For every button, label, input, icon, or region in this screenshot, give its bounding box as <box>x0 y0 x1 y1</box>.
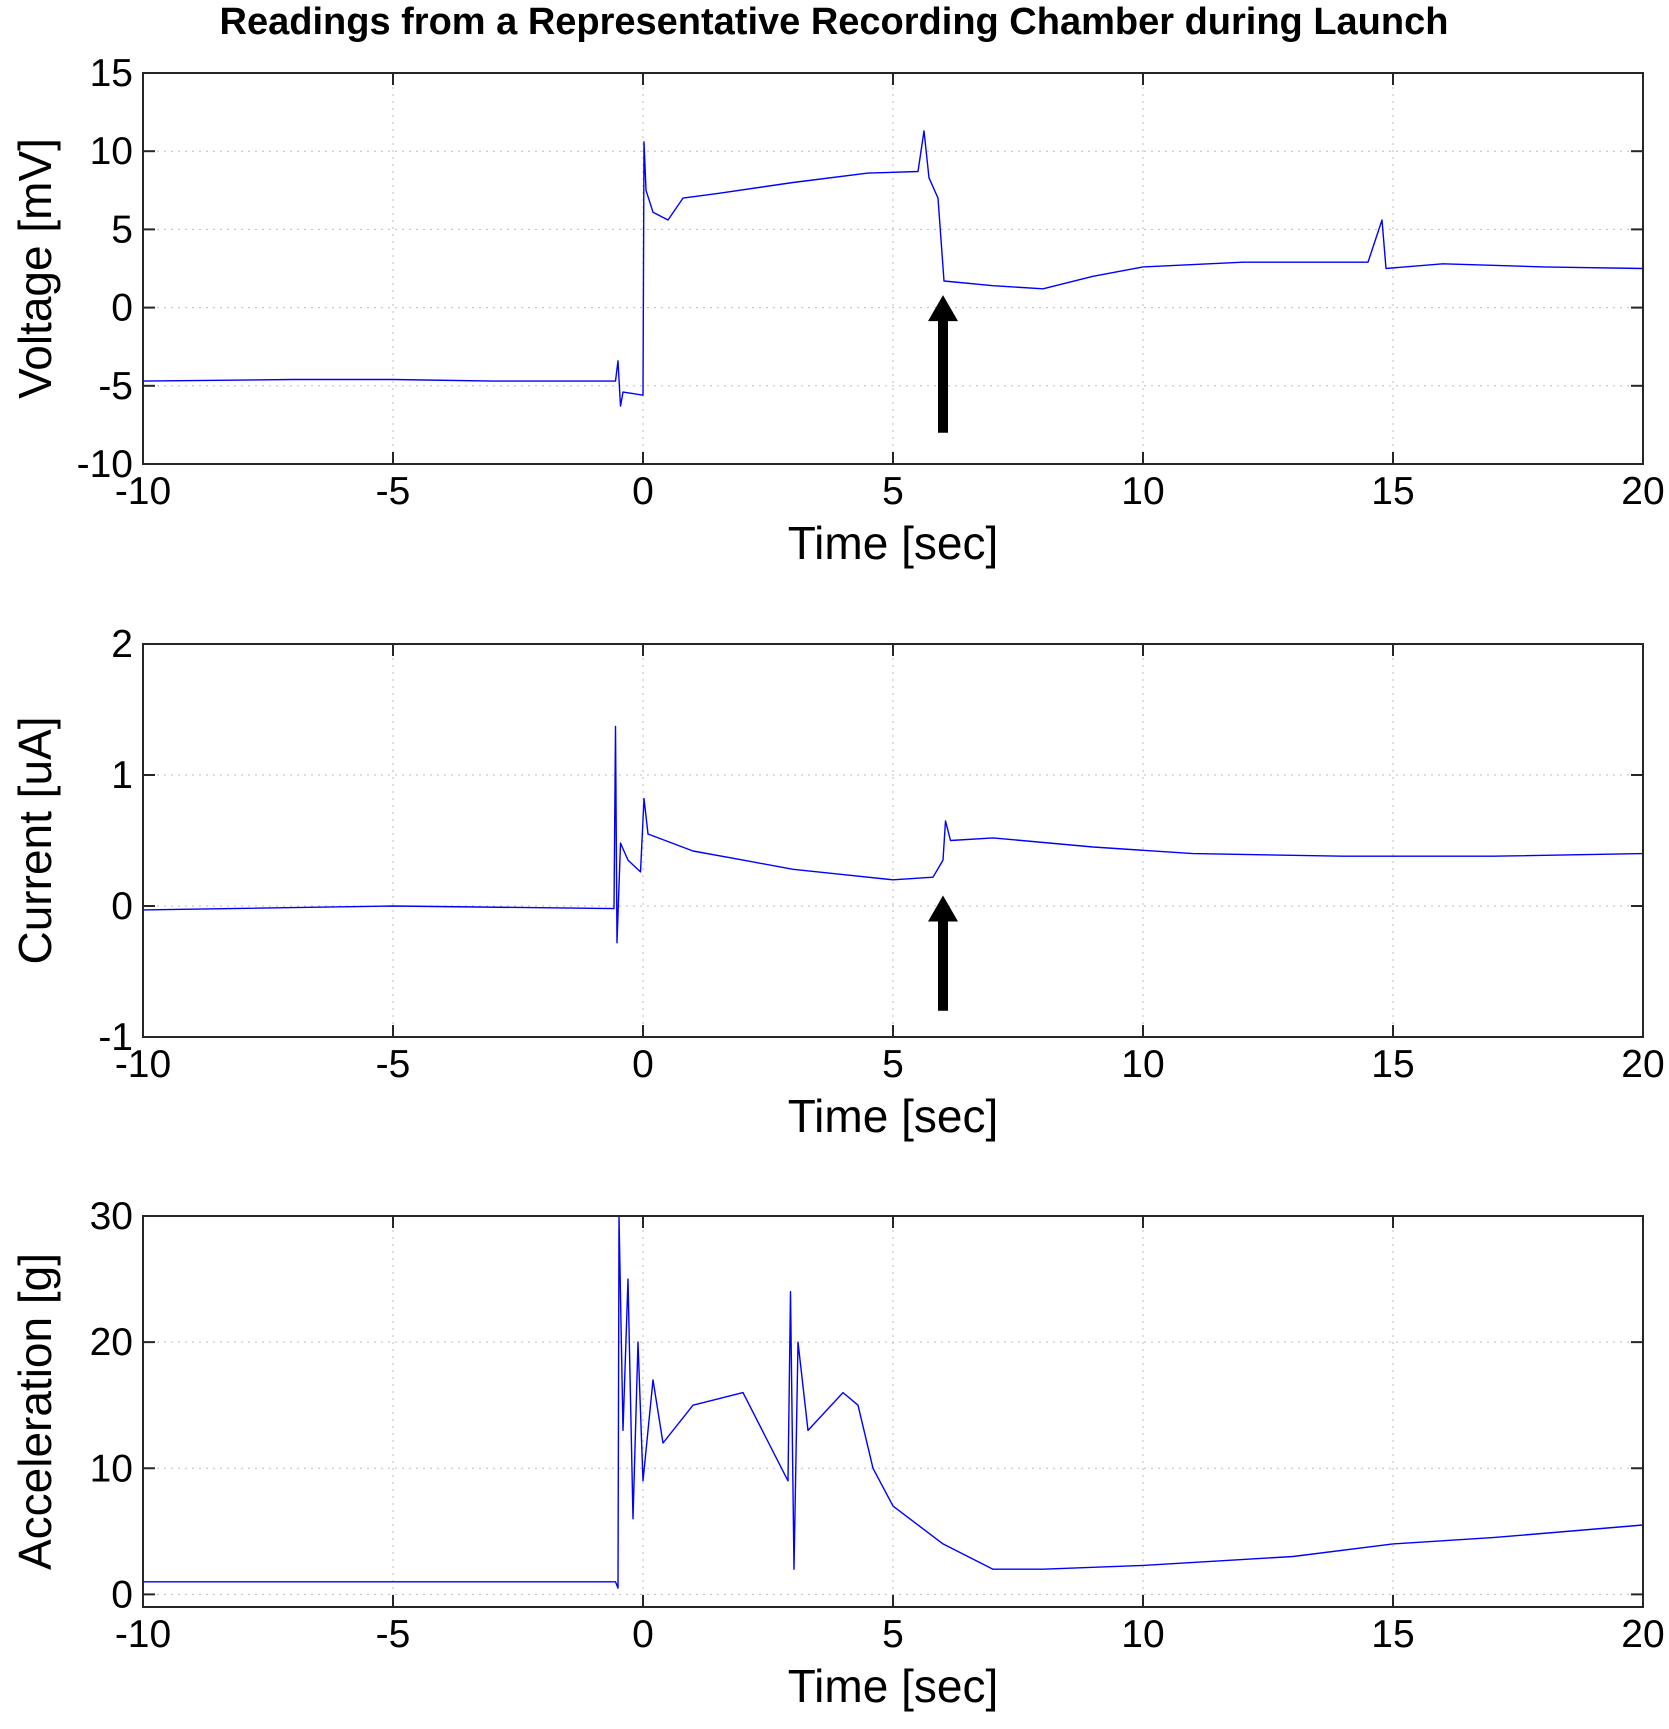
y-tick-label: -10 <box>77 443 133 486</box>
y-tick-label: 0 <box>111 1573 133 1616</box>
y-tick-label: -1 <box>98 1016 133 1059</box>
x-tick-label: 20 <box>1621 470 1664 513</box>
y-tick-label: 30 <box>90 1195 133 1238</box>
y-tick-label: 5 <box>111 208 133 251</box>
x-tick-label: 15 <box>1371 1043 1414 1086</box>
x-tick-label: -5 <box>376 1043 411 1086</box>
y-tick-label: 10 <box>90 1447 133 1490</box>
y-axis-label: Current [uA] <box>9 717 61 965</box>
x-axis-label: Time [sec] <box>788 1660 998 1712</box>
arrow-head <box>928 895 958 922</box>
y-tick-label: 2 <box>111 623 133 666</box>
y-tick-label: 0 <box>111 885 133 928</box>
x-tick-label: 10 <box>1121 1043 1164 1086</box>
x-tick-label: 20 <box>1621 1043 1664 1086</box>
x-axis-label: Time [sec] <box>788 517 998 569</box>
x-axis-label: Time [sec] <box>788 1090 998 1142</box>
figure-title: Readings from a Representative Recording… <box>220 1 1449 43</box>
acceleration-panel: -10 -5 0 5 10 15 20 0 10 20 30 Time [sec] Accelerati… <box>9 1195 1665 1712</box>
x-tick-label: 10 <box>1121 1613 1164 1656</box>
plot-frame <box>142 72 1644 465</box>
x-tick-label: 5 <box>882 1613 904 1656</box>
y-tick-label: 15 <box>90 52 133 95</box>
x-tick-label: -5 <box>376 470 411 513</box>
y-axis-label: Acceleration [g] <box>9 1253 61 1570</box>
plot-frame <box>142 1215 1644 1608</box>
x-tick-label: 0 <box>632 470 654 513</box>
y-tick-label: 1 <box>111 754 133 797</box>
x-tick-label: 5 <box>882 470 904 513</box>
y-tick-label: 10 <box>90 130 133 173</box>
x-tick-label: -10 <box>115 470 171 513</box>
voltage-series-line <box>142 130 1644 407</box>
x-tick-label: -5 <box>376 1613 411 1656</box>
x-tick-label: -10 <box>115 1613 171 1656</box>
x-tick-label: 15 <box>1371 470 1414 513</box>
y-tick-label: 0 <box>111 287 133 330</box>
x-tick-label: -10 <box>115 1043 171 1086</box>
x-tick-label: 10 <box>1121 470 1164 513</box>
y-tick-label: -5 <box>98 365 133 408</box>
voltage-panel: -10 -5 0 5 10 15 20 -10 -5 0 5 10 15 Time [sec] Voltag… <box>9 52 1665 569</box>
x-tick-label: 15 <box>1371 1613 1414 1656</box>
arrow-head <box>928 295 958 322</box>
y-tick-label: 20 <box>90 1321 133 1364</box>
x-tick-label: 20 <box>1621 1613 1664 1656</box>
current-series-line <box>142 725 1644 944</box>
x-tick-label: 0 <box>632 1613 654 1656</box>
y-axis-label: Voltage [mV] <box>9 138 61 399</box>
x-tick-label: 0 <box>632 1043 654 1086</box>
x-tick-label: 5 <box>882 1043 904 1086</box>
acceleration-series-line <box>143 1215 1644 1589</box>
